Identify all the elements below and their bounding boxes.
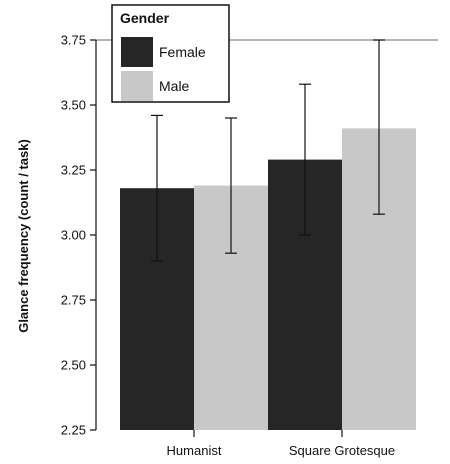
error-bar-female-0 <box>151 114 163 262</box>
legend-swatch-female <box>121 37 153 67</box>
x-axis: Humanist Square Grotesque <box>167 430 395 458</box>
y-axis: 2.25 2.50 2.75 3.00 3.25 3.50 3.75 <box>61 33 97 438</box>
legend-swatch-male <box>121 71 153 101</box>
y-axis-title: Glance frequency (count / task) <box>16 139 31 333</box>
y-tick-label: 3.25 <box>61 163 86 178</box>
error-bar-male-0 <box>225 117 237 254</box>
y-tick-label: 2.50 <box>61 358 86 373</box>
error-bar-male-1 <box>373 39 385 215</box>
x-tick-label: Humanist <box>167 443 222 458</box>
plot-area <box>96 39 438 430</box>
y-tick-label: 3.50 <box>61 98 86 113</box>
legend-title: Gender <box>120 10 170 26</box>
error-bar-female-1 <box>299 83 311 236</box>
y-tick-label: 3.75 <box>61 33 86 48</box>
y-tick-label: 2.25 <box>61 423 86 438</box>
x-tick-label: Square Grotesque <box>289 443 395 458</box>
legend-label-female: Female <box>159 44 206 60</box>
y-tick-label: 3.00 <box>61 228 86 243</box>
y-tick-label: 2.75 <box>61 293 86 308</box>
legend: Gender Female Male <box>111 4 230 103</box>
legend-label-male: Male <box>159 78 190 94</box>
